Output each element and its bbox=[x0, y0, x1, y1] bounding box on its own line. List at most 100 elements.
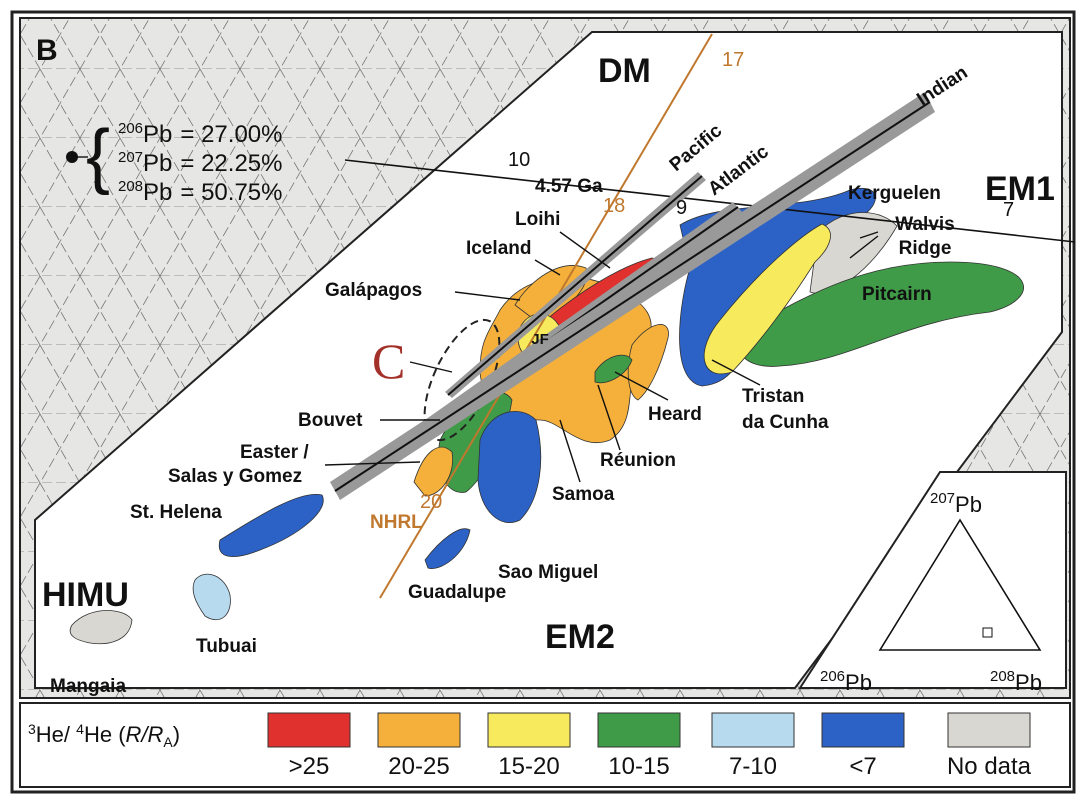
text-part: = 27.00% bbox=[180, 121, 282, 148]
locality-label: Bouvet bbox=[298, 410, 363, 431]
nhrl-tick: 18 bbox=[603, 195, 625, 217]
leader bbox=[849, 231, 879, 259]
locality-label: Mangaia bbox=[50, 676, 126, 697]
leader bbox=[409, 361, 453, 373]
legend-label: No data bbox=[947, 753, 1032, 780]
text-part: 4 bbox=[76, 721, 84, 737]
locality-label: Kerguelen bbox=[848, 183, 941, 204]
locality-label: St. Helena bbox=[130, 502, 222, 523]
st-helena-field bbox=[218, 493, 324, 557]
reunion-field bbox=[594, 354, 633, 384]
text-part: He/ bbox=[36, 722, 76, 747]
locality-label: da Cunha bbox=[742, 412, 829, 433]
locality-label: Tristan bbox=[742, 386, 804, 407]
text-part: 207 bbox=[930, 490, 955, 507]
legend-swatch bbox=[711, 712, 795, 748]
text-part: Pb bbox=[143, 121, 172, 148]
legend-swatch bbox=[947, 712, 1031, 748]
locality-label: JF bbox=[531, 331, 549, 348]
legend-label: 10-15 bbox=[608, 753, 669, 780]
leader bbox=[559, 231, 611, 269]
locality-label: Loihi bbox=[515, 209, 560, 230]
text-part: = 22.25% bbox=[180, 150, 282, 177]
tristan-field bbox=[703, 223, 831, 375]
tubuai-field bbox=[192, 573, 231, 621]
locality-label: Salas y Gomez bbox=[168, 466, 302, 487]
inset-marker bbox=[982, 627, 993, 638]
geochron-tick: 7 bbox=[1003, 199, 1014, 221]
locality-label: Heard bbox=[648, 404, 702, 425]
nhrl-tick: 20 bbox=[420, 491, 442, 513]
locality-label: Guadalupe bbox=[408, 582, 506, 603]
leader bbox=[454, 291, 521, 301]
brace: { bbox=[86, 116, 110, 196]
panel-label: B bbox=[36, 34, 58, 67]
text-part: 206 bbox=[118, 120, 143, 137]
inset-label: 208Pb bbox=[990, 668, 1042, 695]
inset-label: 207Pb bbox=[930, 490, 982, 517]
indian-line bbox=[334, 101, 931, 492]
text-part: 206 bbox=[820, 668, 845, 685]
pacific-line bbox=[447, 175, 703, 396]
leader bbox=[324, 461, 421, 466]
text-part: 208 bbox=[118, 178, 143, 195]
text-part: R/R bbox=[126, 722, 164, 747]
locality-label: Easter / bbox=[240, 442, 309, 463]
text-part: = 50.75% bbox=[180, 179, 282, 206]
mangaia-field bbox=[69, 610, 133, 645]
end-member: DM bbox=[598, 52, 651, 90]
locality-label: Walvis bbox=[895, 214, 955, 235]
composition-line: 206Pb = 27.00% bbox=[118, 120, 282, 148]
inset-triangle bbox=[878, 518, 1042, 651]
leader bbox=[534, 259, 561, 276]
text-part: He ( bbox=[84, 722, 126, 747]
end-member: HIMU bbox=[42, 576, 129, 614]
end-member: EM2 bbox=[545, 618, 615, 656]
legend-swatch bbox=[377, 712, 461, 748]
text-part: Pb bbox=[143, 150, 172, 177]
geochron-label: 4.57 Ga bbox=[535, 176, 603, 197]
text-part: Pb bbox=[955, 492, 982, 517]
locality-label: Ridge bbox=[899, 238, 952, 259]
pitcairn-field bbox=[737, 261, 1024, 367]
legend-label: <7 bbox=[849, 753, 876, 780]
leader bbox=[559, 419, 581, 483]
locality-label: Réunion bbox=[600, 450, 676, 471]
legend-swatch bbox=[487, 712, 571, 748]
nhrl-label: NHRL bbox=[370, 512, 423, 533]
composition-line: 208Pb = 50.75% bbox=[118, 178, 282, 206]
text-part: ) bbox=[173, 722, 180, 747]
geochron-line bbox=[344, 159, 1076, 243]
inset-label: 206Pb bbox=[820, 668, 872, 695]
text-part: Pb bbox=[845, 670, 872, 695]
guadalupe-field bbox=[424, 528, 471, 569]
inset-box bbox=[798, 471, 1067, 689]
legend-swatch bbox=[821, 712, 905, 748]
geochron-tick: 10 bbox=[508, 149, 530, 171]
text-part: 3 bbox=[28, 721, 36, 737]
text-part: A bbox=[163, 734, 173, 750]
locality-label: Sao Miguel bbox=[498, 562, 598, 583]
field-c-label: C bbox=[372, 333, 405, 389]
legend-label: 15-20 bbox=[498, 753, 559, 780]
composition-line: 207Pb = 22.25% bbox=[118, 149, 282, 177]
legend-label: >25 bbox=[289, 753, 330, 780]
end-member: EM1 bbox=[985, 170, 1055, 208]
locality-label: Samoa bbox=[552, 484, 615, 505]
legend-swatch bbox=[267, 712, 351, 748]
text-part: Pb bbox=[143, 179, 172, 206]
legend-items: >25 20-25 15-20 10-15 7-10 <7 No data bbox=[267, 712, 1032, 780]
legend-title: 3He/ 4He (R/RA) bbox=[28, 721, 180, 750]
heard-tail bbox=[627, 324, 669, 401]
locality-label: Iceland bbox=[466, 238, 531, 259]
leader bbox=[711, 359, 761, 386]
nhrl-tick: 17 bbox=[722, 49, 744, 71]
text-part: 207 bbox=[118, 149, 143, 166]
legend-label: 7-10 bbox=[729, 753, 777, 780]
legend-swatch bbox=[597, 712, 681, 748]
text-part: 208 bbox=[990, 668, 1015, 685]
easter-field bbox=[413, 446, 454, 497]
leader bbox=[614, 371, 669, 401]
sao-miguel-field bbox=[477, 411, 542, 523]
text-part: Pb bbox=[1015, 670, 1042, 695]
